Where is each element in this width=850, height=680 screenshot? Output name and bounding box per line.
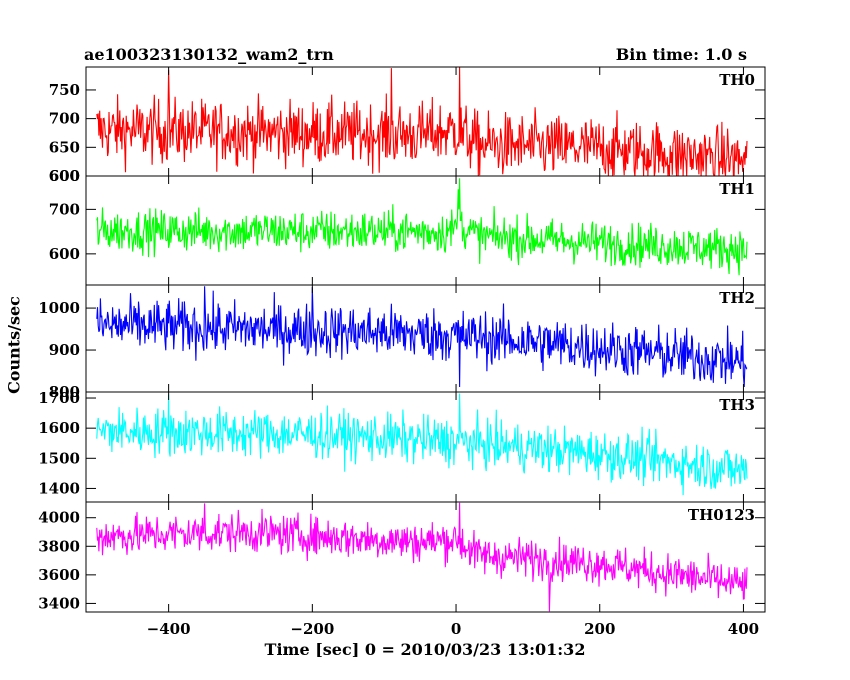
x-tick-label: 0 xyxy=(451,620,461,638)
y-tick-label: 1700 xyxy=(38,389,80,407)
x-axis-label: Time [sec] 0 = 2010/03/23 13:01:32 xyxy=(264,640,586,659)
series-line-th0 xyxy=(96,66,748,177)
panel-name-th3: TH3 xyxy=(719,396,755,414)
x-tick-label: −400 xyxy=(147,620,191,638)
y-tick-label: 600 xyxy=(49,245,80,263)
x-tick-label: 200 xyxy=(584,620,615,638)
y-tick-label: 650 xyxy=(49,138,80,156)
series-line-th1 xyxy=(96,178,748,276)
panel-name-th1: TH1 xyxy=(719,180,755,198)
y-tick-label: 700 xyxy=(49,110,80,128)
y-tick-label: 3600 xyxy=(38,566,80,584)
y-tick-label: 1500 xyxy=(38,449,80,467)
panel-name-th0123: TH0123 xyxy=(688,506,755,524)
y-tick-label: 4000 xyxy=(38,509,80,527)
panel-name-th0: TH0 xyxy=(719,71,755,89)
chart-title: ae100323130132_wam2_trn xyxy=(84,45,334,64)
y-tick-label: 750 xyxy=(49,81,80,99)
y-tick-label: 1600 xyxy=(38,419,80,437)
panel-name-th2: TH2 xyxy=(719,289,755,307)
series-line-th2 xyxy=(96,286,748,388)
y-tick-label: 900 xyxy=(49,341,80,359)
x-tick-label: −200 xyxy=(290,620,334,638)
y-tick-label: 700 xyxy=(49,200,80,218)
y-tick-label: 3800 xyxy=(38,537,80,555)
x-tick-label: 400 xyxy=(728,620,759,638)
series-line-th3 xyxy=(96,393,748,496)
bin-time-label: Bin time: 1.0 s xyxy=(615,45,747,64)
y-tick-label: 800 xyxy=(49,383,80,401)
series-line-th0123 xyxy=(96,502,748,612)
y-tick-label: 1400 xyxy=(38,479,80,497)
panel-frame-th0123 xyxy=(85,501,766,613)
y-tick-label: 1000 xyxy=(38,299,80,317)
y-tick-label: 600 xyxy=(49,167,80,185)
y-axis-label: Counts/sec xyxy=(4,296,24,394)
y-tick-label: 600 xyxy=(49,167,80,185)
y-tick-label: 3400 xyxy=(38,594,80,612)
